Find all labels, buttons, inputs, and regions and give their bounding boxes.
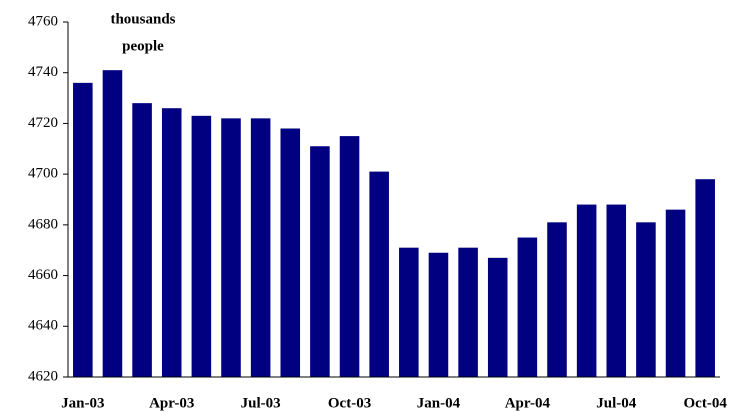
y-tick-label: 4680 [28,216,58,232]
bar [132,103,152,378]
bar [636,222,656,377]
x-tick-label: Oct-03 [328,395,371,411]
bar [428,252,449,377]
y-tick-label: 4760 [28,13,58,29]
bar [369,171,389,377]
bar [191,115,212,378]
x-tick-label: Jan-04 [417,395,461,411]
y-tick-label: 4620 [28,368,58,384]
bar [161,108,182,377]
x-tick-label: Jul-03 [241,395,281,411]
bar [517,237,538,377]
x-tick-label: Apr-04 [505,395,551,411]
bar [695,179,715,377]
y-tick-label: 4740 [28,64,58,80]
bar [576,204,597,377]
bar [487,257,508,377]
bar [280,128,301,377]
bar [310,146,330,377]
x-tick-label: Jul-04 [596,395,637,411]
x-tick-label: Jan-03 [61,395,104,411]
bar [339,136,360,377]
bar [606,204,627,377]
y-tick-label: 4720 [28,115,58,131]
bar [250,118,271,377]
y-tick-label: 4700 [28,166,58,182]
x-tick-label: Apr-03 [149,395,194,411]
y-tick-label: 4640 [28,318,58,334]
bar [102,70,123,377]
bar [73,82,93,377]
x-tick-label: Oct-04 [684,395,728,411]
annotation: people [122,38,164,54]
y-tick-label: 4660 [28,267,58,283]
bar [547,222,567,377]
bar [458,247,478,377]
bar [399,247,419,377]
annotation: thousands [110,11,175,27]
bar [665,209,686,377]
bar [221,118,241,377]
